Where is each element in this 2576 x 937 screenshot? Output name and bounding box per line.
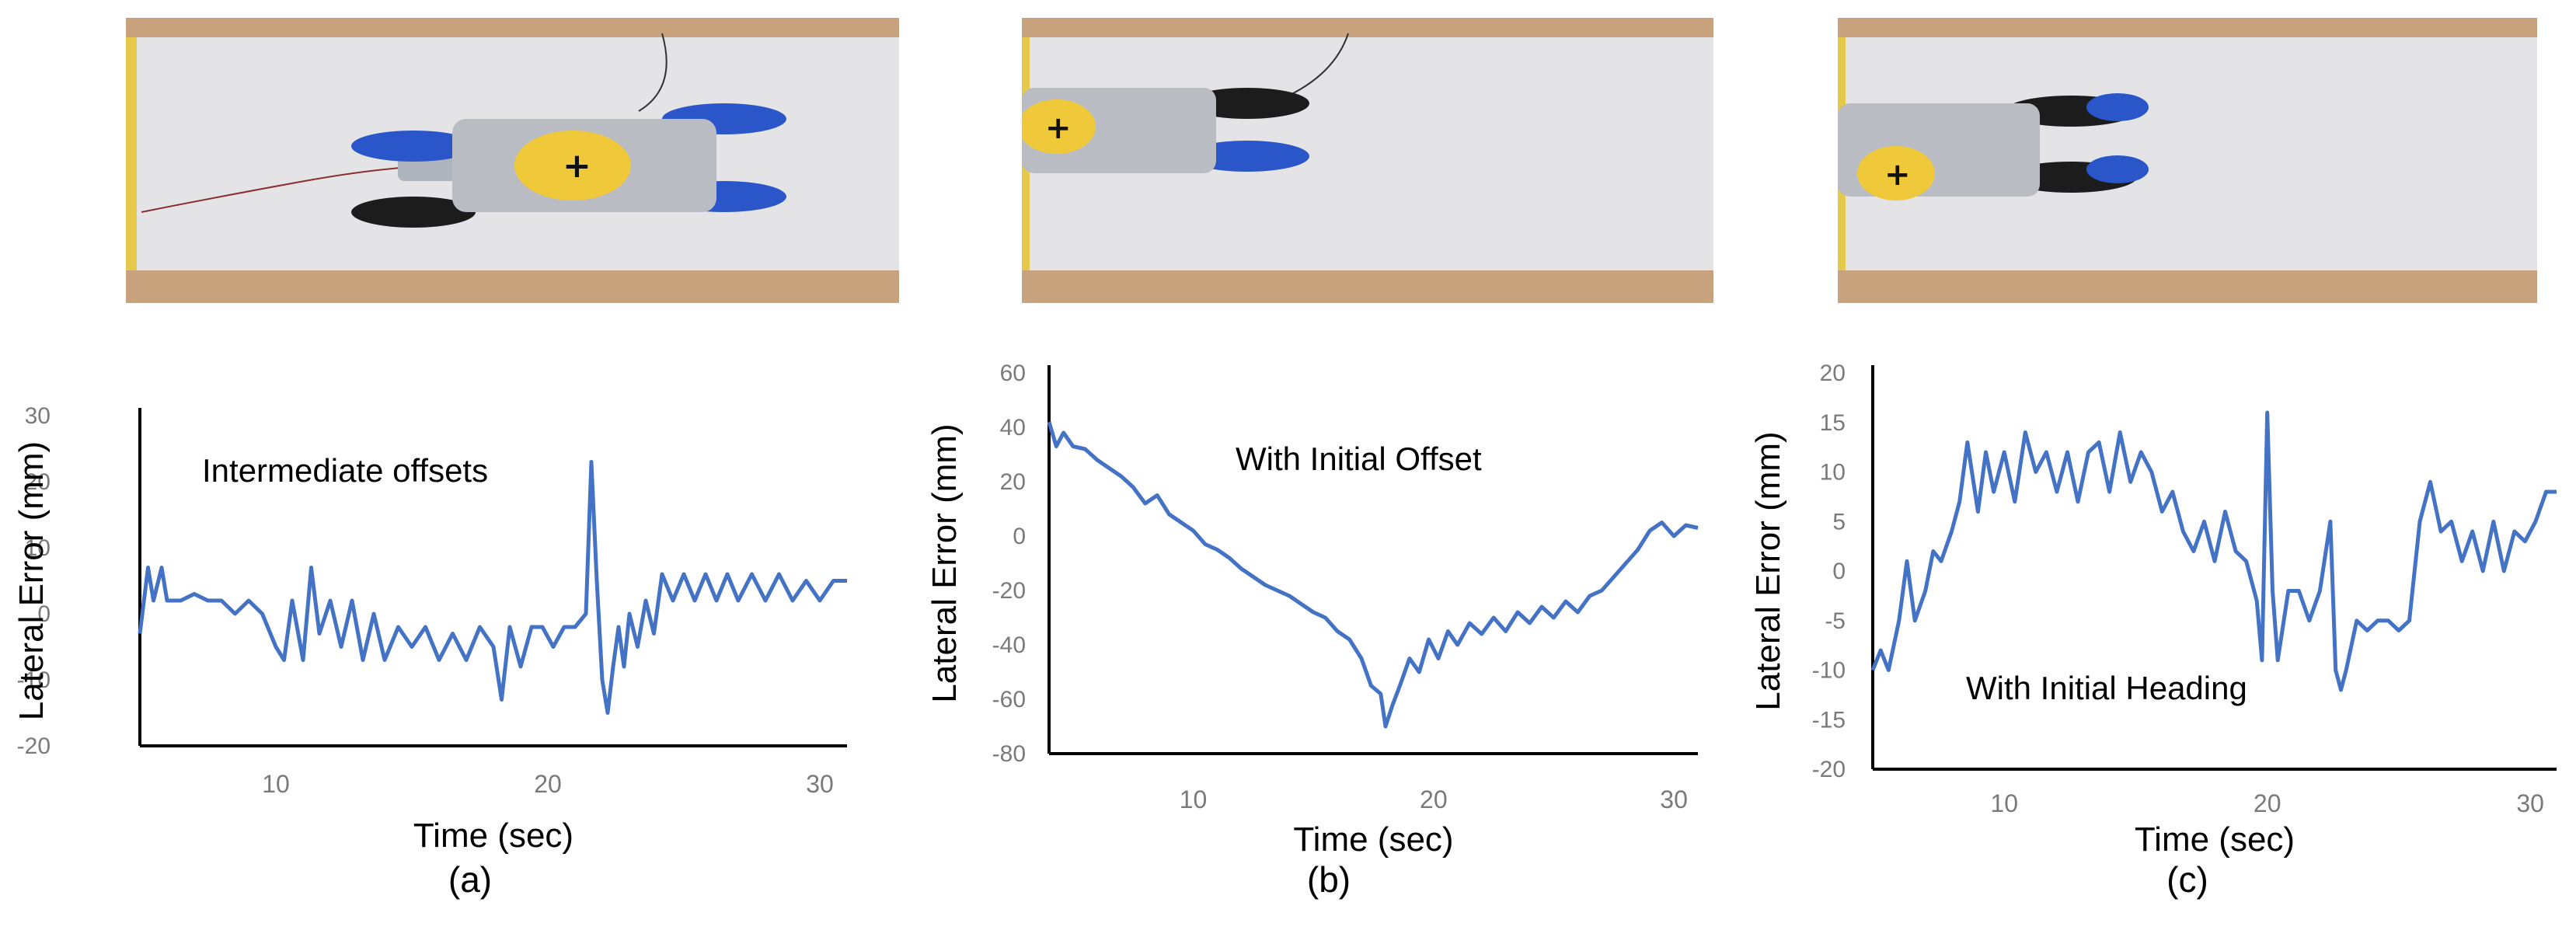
y-tick-label: -10	[1812, 658, 1846, 684]
y-tick-label: 40	[1000, 415, 1026, 441]
chart-a-svg: -20 -10 0 10 20 30 10 20 30 Time (sec) Lateral Err…	[12, 403, 847, 855]
series-line	[1047, 421, 1699, 729]
robot-photo-b: +	[1022, 18, 1713, 303]
y-tick-label: -40	[992, 632, 1026, 658]
x-tick-label: 10	[1990, 789, 2018, 817]
y-tick-label: 10	[25, 535, 51, 561]
x-tick-label: 30	[806, 770, 834, 798]
chart-a: -20 -10 0 10 20 30 10 20 30 Time (sec) Lateral Err…	[0, 373, 855, 855]
y-tick-label: -20	[992, 578, 1026, 604]
robot-photo-c: +	[1838, 18, 2537, 303]
x-tick-label: 20	[2254, 789, 2281, 817]
y-tick-label: -20	[17, 733, 51, 759]
y-tick-label: -10	[17, 667, 51, 693]
x-axis-title: Time (sec)	[413, 817, 573, 855]
chart-c-svg: -20 -15 -10 -5 0 5 10 15 20 10 20 30 Time (sec) Later…	[1749, 361, 2557, 859]
y-tick-label: 20	[25, 469, 51, 495]
y-tick-label: -5	[1825, 608, 1846, 634]
svg-text:+: +	[563, 146, 591, 186]
chart-c: -20 -15 -10 -5 0 5 10 15 20 10 20 30 Time (sec) Later…	[1717, 334, 2572, 859]
chart-b: -80 -60 -40 -20 0 20 40 60 10 20 30 Time (sec) Later…	[859, 350, 1713, 859]
svg-text:+: +	[1045, 110, 1072, 146]
y-tick-label: 20	[1820, 361, 1846, 386]
chart-annotation: Intermediate offsets	[202, 452, 488, 489]
x-axis-title: Time (sec)	[2135, 820, 2295, 859]
chart-annotation: With Initial Offset	[1236, 441, 1482, 477]
y-tick-label: 0	[1832, 559, 1846, 584]
y-tick-label: -60	[992, 687, 1026, 712]
svg-text:+: +	[1884, 157, 1911, 193]
y-tick-label: 5	[1832, 509, 1846, 535]
y-axis-title: Lateral Error (mm)	[12, 441, 51, 720]
panel-b: + -80 -60 -40 -20 0 20 40 60 10 20 30 Time (sec) Lat…	[859, 0, 1717, 937]
x-tick-label: 30	[1660, 785, 1688, 813]
y-tick-label: 10	[1820, 460, 1846, 486]
y-tick-label: 30	[25, 403, 51, 429]
y-tick-label: 0	[37, 601, 51, 627]
caption-c: (c)	[2166, 859, 2208, 900]
caption-a: (a)	[448, 859, 493, 900]
series-line	[138, 460, 847, 715]
y-tick-label: 15	[1820, 410, 1846, 436]
y-axis-title: Lateral Error (mm)	[1749, 431, 1787, 710]
series-line	[1870, 410, 2557, 692]
x-tick-label: 10	[262, 770, 290, 798]
y-tick-label: -20	[1812, 757, 1846, 782]
panel-c: + -20 -15 -10 -5 0 5 10 15 20 10 20 30 Time (sec) Lat…	[1717, 0, 2576, 937]
y-tick-label: 60	[1000, 361, 1026, 386]
y-axis-title: Lateral Error (mm)	[925, 423, 964, 702]
x-tick-label: 20	[534, 770, 562, 798]
x-axis-title: Time (sec)	[1293, 820, 1453, 859]
chart-annotation: With Initial Heading	[1966, 670, 2247, 706]
y-tick-label: -80	[992, 741, 1026, 767]
y-tick-label: -15	[1812, 707, 1846, 733]
panel-a: + -20 -10 0 10 20 30 10 20 30 Time (sec) Lateral E…	[0, 0, 899, 937]
x-tick-label: 10	[1180, 785, 1208, 813]
caption-b: (b)	[1306, 859, 1351, 900]
y-tick-label: 20	[1000, 469, 1026, 495]
y-tick-label: 0	[1013, 524, 1026, 549]
x-tick-label: 20	[1420, 785, 1448, 813]
x-tick-label: 30	[2516, 789, 2544, 817]
robot-photo-a: +	[126, 18, 899, 303]
chart-b-svg: -80 -60 -40 -20 0 20 40 60 10 20 30 Time (sec) Later…	[925, 361, 1699, 859]
